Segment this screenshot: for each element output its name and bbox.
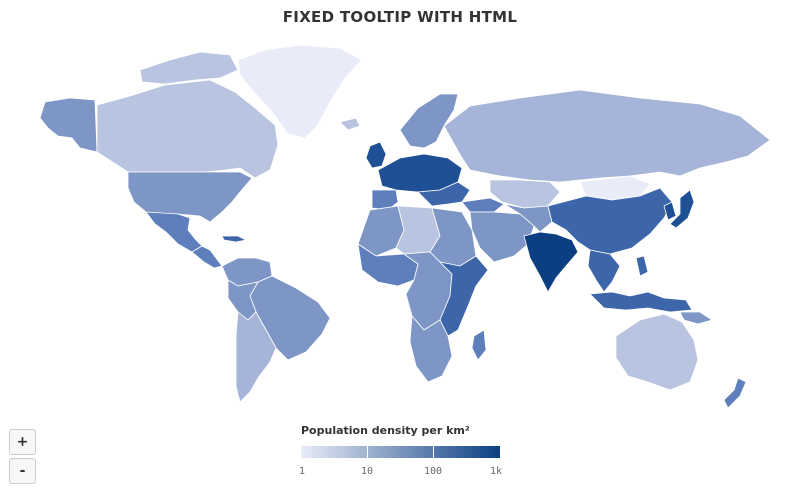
region-india[interactable] xyxy=(523,231,579,293)
region-korea[interactable] xyxy=(663,201,677,221)
legend-label-1: 1 xyxy=(298,466,306,477)
region-canada[interactable] xyxy=(96,79,279,179)
map-title: FIXED TOOLTIP WITH HTML xyxy=(282,8,518,26)
region-argentina-chile[interactable] xyxy=(235,311,277,403)
legend-tick-mark xyxy=(433,446,434,459)
region-middle-east[interactable] xyxy=(469,211,535,263)
region-uk[interactable] xyxy=(365,141,387,169)
region-canada-islands[interactable] xyxy=(139,51,239,85)
legend-label-10: 10 xyxy=(360,466,374,477)
region-australia[interactable] xyxy=(615,313,699,391)
legend-tick-mark xyxy=(367,446,368,459)
region-iceland[interactable] xyxy=(339,117,361,131)
region-iran-afghanistan[interactable] xyxy=(503,203,553,233)
region-southeast-asia[interactable] xyxy=(587,249,621,293)
region-caribbean[interactable] xyxy=(221,235,248,243)
legend-color-bar xyxy=(301,446,500,458)
world-map[interactable] xyxy=(0,30,800,410)
region-iberia[interactable] xyxy=(371,189,399,211)
region-scandinavia[interactable] xyxy=(399,93,459,149)
region-italy-balkans[interactable] xyxy=(417,181,471,207)
legend-label-1k: 1k xyxy=(489,466,503,477)
legend-title: Population density per km² xyxy=(301,424,470,437)
region-mexico[interactable] xyxy=(145,211,203,253)
region-russia[interactable] xyxy=(443,89,771,183)
region-new-zealand[interactable] xyxy=(723,377,747,409)
region-central-america[interactable] xyxy=(191,245,223,269)
region-new-guinea[interactable] xyxy=(679,311,713,325)
region-philippines[interactable] xyxy=(635,255,649,277)
region-greenland[interactable] xyxy=(237,44,363,139)
region-alaska[interactable] xyxy=(39,97,98,153)
region-southern-africa[interactable] xyxy=(409,315,453,383)
region-indonesia[interactable] xyxy=(589,291,693,313)
region-japan[interactable] xyxy=(669,189,695,229)
zoom-out-button[interactable]: - xyxy=(9,458,36,484)
region-turkey[interactable] xyxy=(461,197,505,213)
legend-label-100: 100 xyxy=(423,466,443,477)
region-east-africa[interactable] xyxy=(438,255,489,337)
zoom-in-button[interactable]: + xyxy=(9,429,36,455)
region-madagascar[interactable] xyxy=(471,329,487,361)
region-usa[interactable] xyxy=(127,171,253,223)
region-china[interactable] xyxy=(547,187,673,255)
